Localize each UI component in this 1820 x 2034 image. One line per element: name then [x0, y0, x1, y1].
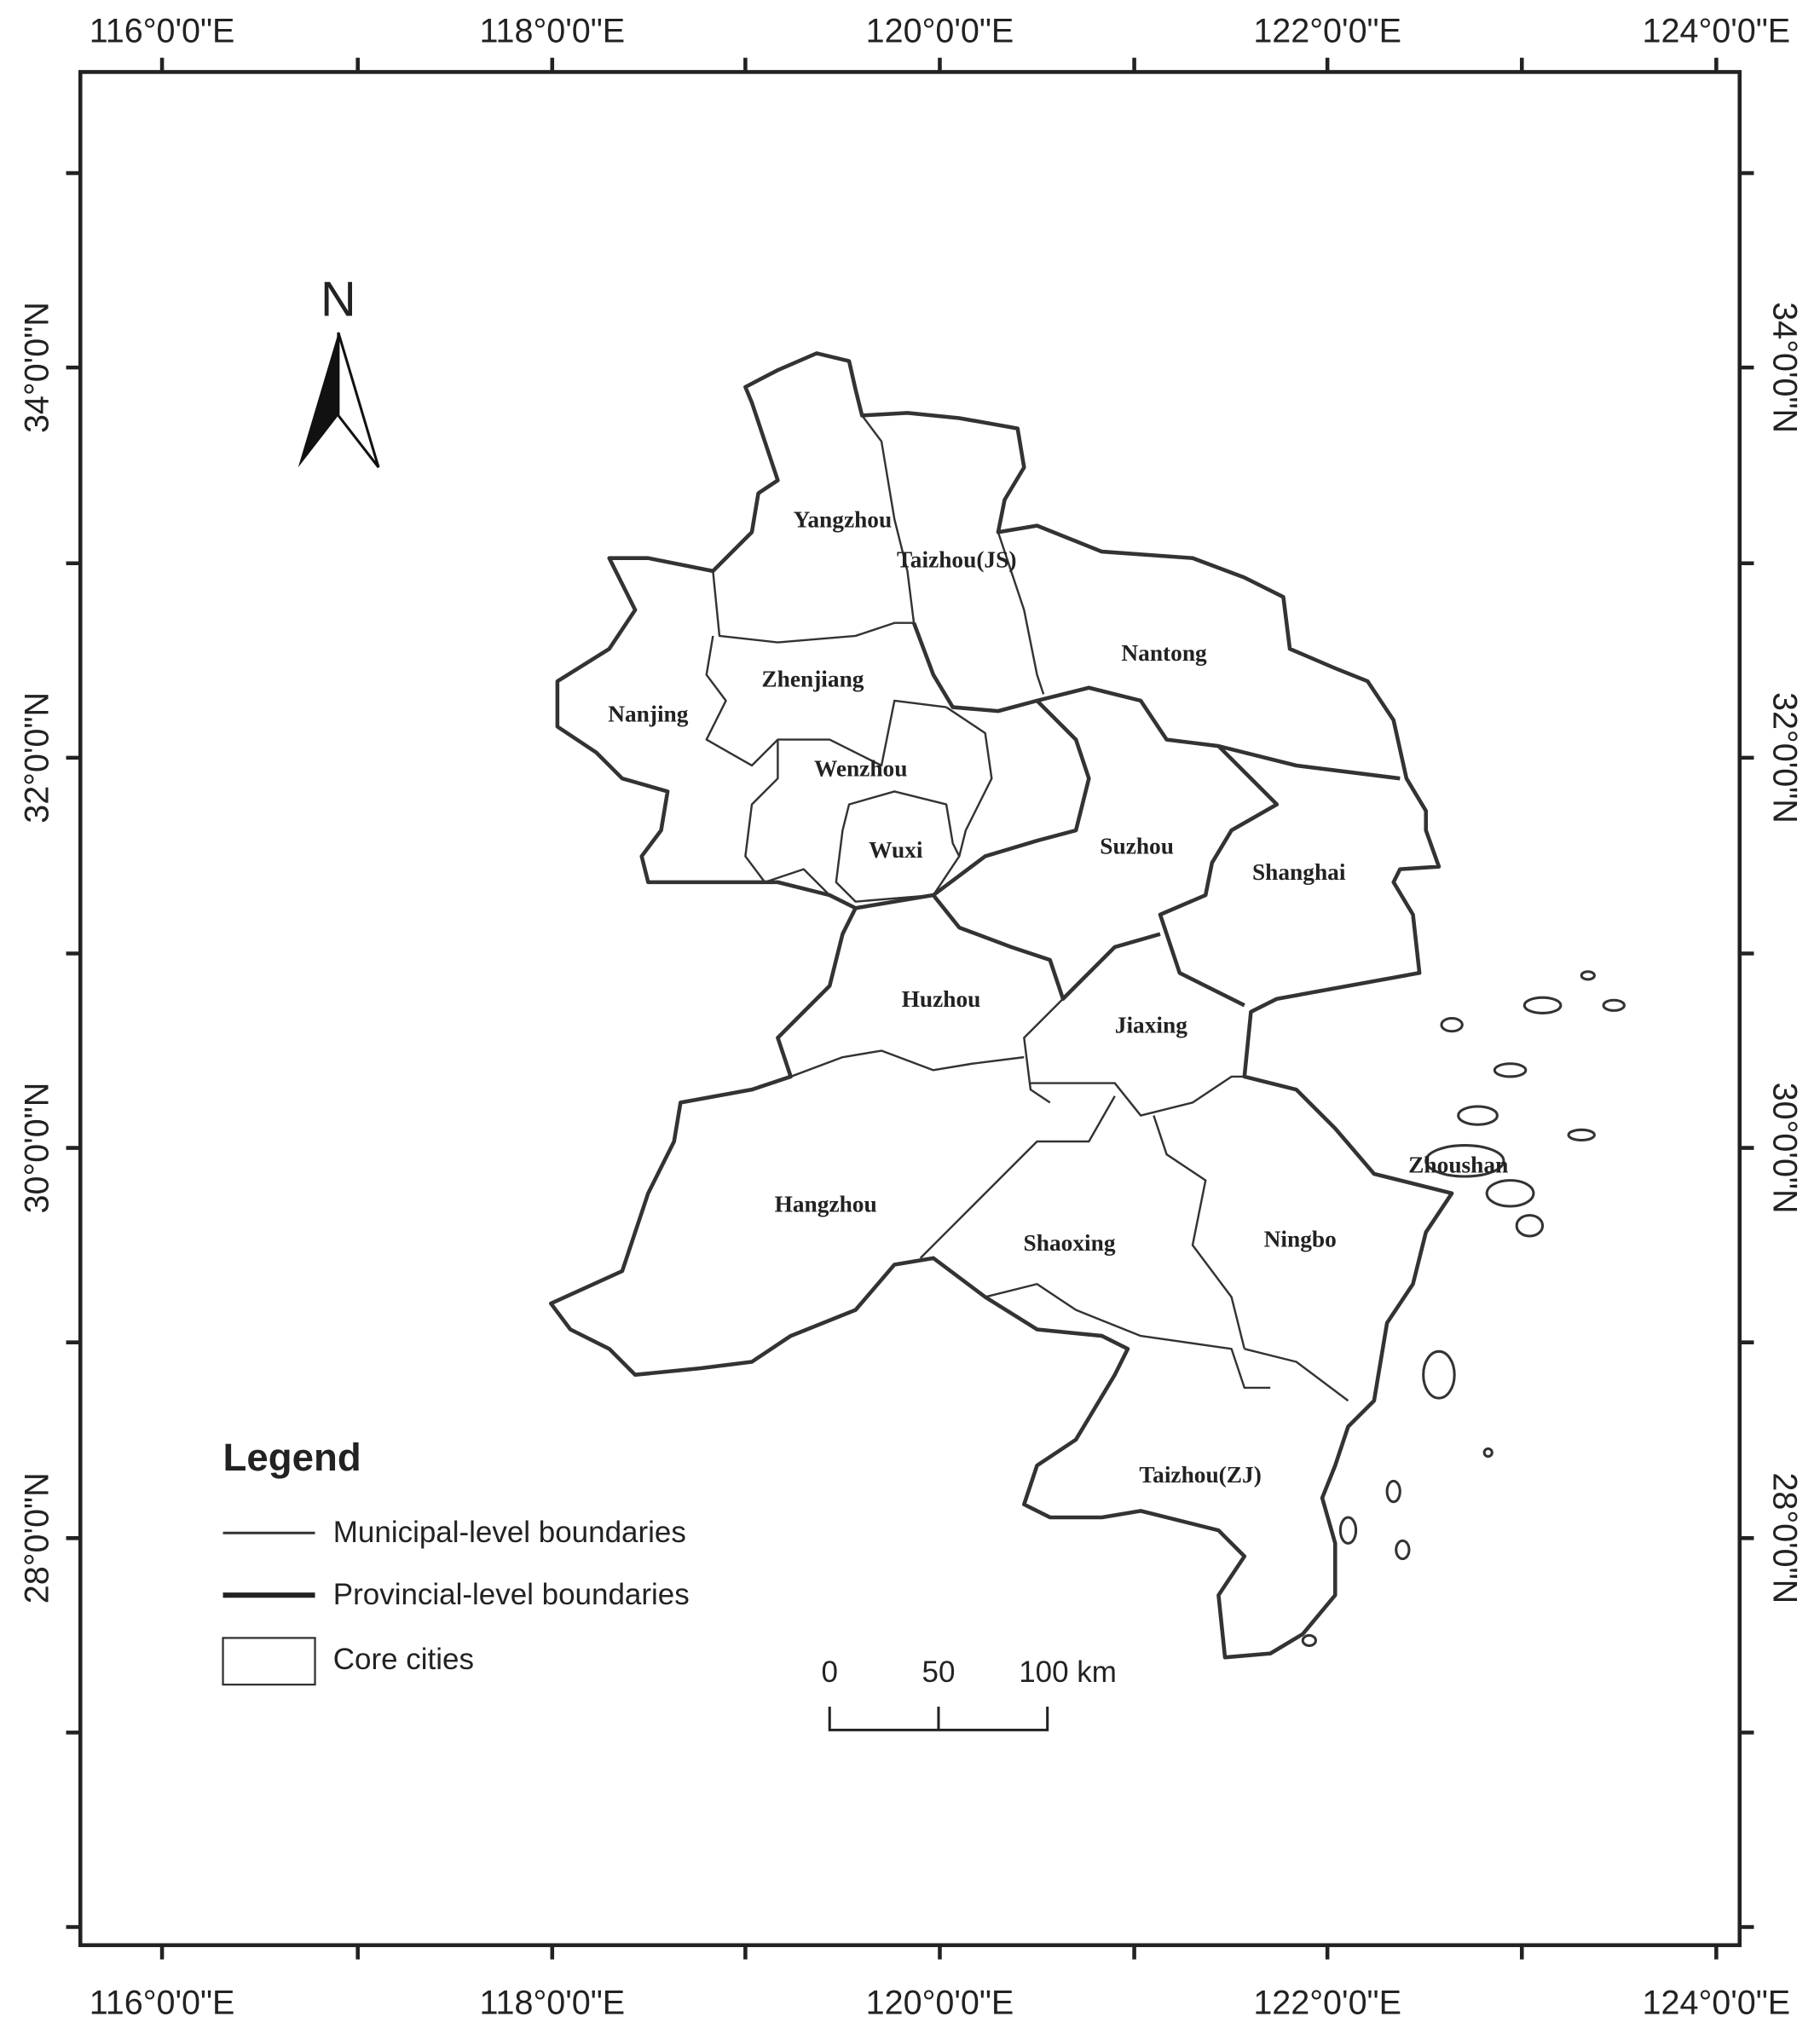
labels: 116°0'0"E 116°0'0"E 118°0'0"E 118°0'0"E 120°… — [18, 12, 1803, 2021]
city-label: Taizhou(JS) — [897, 547, 1016, 573]
latitude-label: 34°0'0"N — [1765, 302, 1803, 433]
city-label: Wuxi — [869, 837, 923, 863]
scale-label: 50 — [922, 1656, 956, 1689]
city-label: Huzhou — [902, 986, 981, 1012]
legend-swatch-core — [222, 1637, 316, 1686]
longitude-label: 118°0'0"E — [479, 12, 625, 49]
longitude-label: 120°0'0"E — [866, 1984, 1014, 2021]
city-label: Zhenjiang — [761, 666, 864, 691]
legend-item: Provincial-level boundaries — [333, 1578, 690, 1611]
scale-bar — [828, 1706, 1049, 1731]
north-label: N — [321, 272, 356, 326]
north-arrow-right — [337, 332, 380, 469]
city-label: Jiaxing — [1115, 1012, 1187, 1037]
longitude-label: 122°0'0"E — [1253, 1984, 1401, 2021]
longitude-label: 122°0'0"E — [1253, 12, 1401, 49]
latitude-label: 34°0'0"N — [18, 302, 55, 433]
map-frame — [78, 70, 1742, 1948]
region-outline — [548, 351, 1454, 1660]
longitude-label: 116°0'0"E — [90, 12, 235, 49]
longitude-label: 116°0'0"E — [90, 1984, 235, 2021]
municipal-boundaries — [705, 414, 1349, 1402]
city-label: Shanghai — [1252, 859, 1346, 885]
latitude-label: 32°0'0"N — [1765, 692, 1803, 823]
scale-label: 0 — [821, 1656, 837, 1689]
city-label: Taizhou(ZJ) — [1139, 1462, 1261, 1488]
city-label: Wenzhou — [814, 755, 907, 781]
legend-item: Core cities — [333, 1643, 474, 1676]
provincial-boundary — [911, 621, 1401, 781]
city-label: Suzhou — [1100, 834, 1174, 859]
latitude-label: 28°0'0"N — [1765, 1472, 1803, 1604]
longitude-label: 124°0'0"E — [1643, 12, 1791, 49]
scale-label: 100 km — [1019, 1656, 1117, 1689]
city-label: Yangzhou — [794, 506, 893, 532]
legend-title: Legend — [223, 1436, 361, 1479]
city-label: Nantong — [1121, 640, 1207, 666]
latitude-label: 28°0'0"N — [18, 1472, 55, 1604]
longitude-label: 118°0'0"E — [479, 1984, 625, 2021]
legend-item: Municipal-level boundaries — [333, 1516, 686, 1549]
city-label: Nanjing — [608, 701, 689, 726]
latitude-label: 30°0'0"N — [18, 1083, 55, 1214]
islands — [1301, 970, 1626, 1648]
provincial-boundary — [855, 699, 1091, 910]
longitude-label: 124°0'0"E — [1643, 1984, 1791, 2021]
longitude-label: 120°0'0"E — [866, 12, 1014, 49]
latitude-label: 30°0'0"N — [1765, 1083, 1803, 1214]
provincial-boundary — [932, 893, 1161, 1001]
latitude-label: 32°0'0"N — [18, 692, 55, 823]
city-label: Ningbo — [1264, 1226, 1337, 1251]
city-label: Hangzhou — [775, 1191, 877, 1216]
city-label: Zhoushan — [1408, 1153, 1508, 1178]
frame-ticks — [66, 57, 1754, 1960]
provincial-boundary — [1158, 744, 1280, 1008]
city-label: Shaoxing — [1024, 1230, 1116, 1256]
